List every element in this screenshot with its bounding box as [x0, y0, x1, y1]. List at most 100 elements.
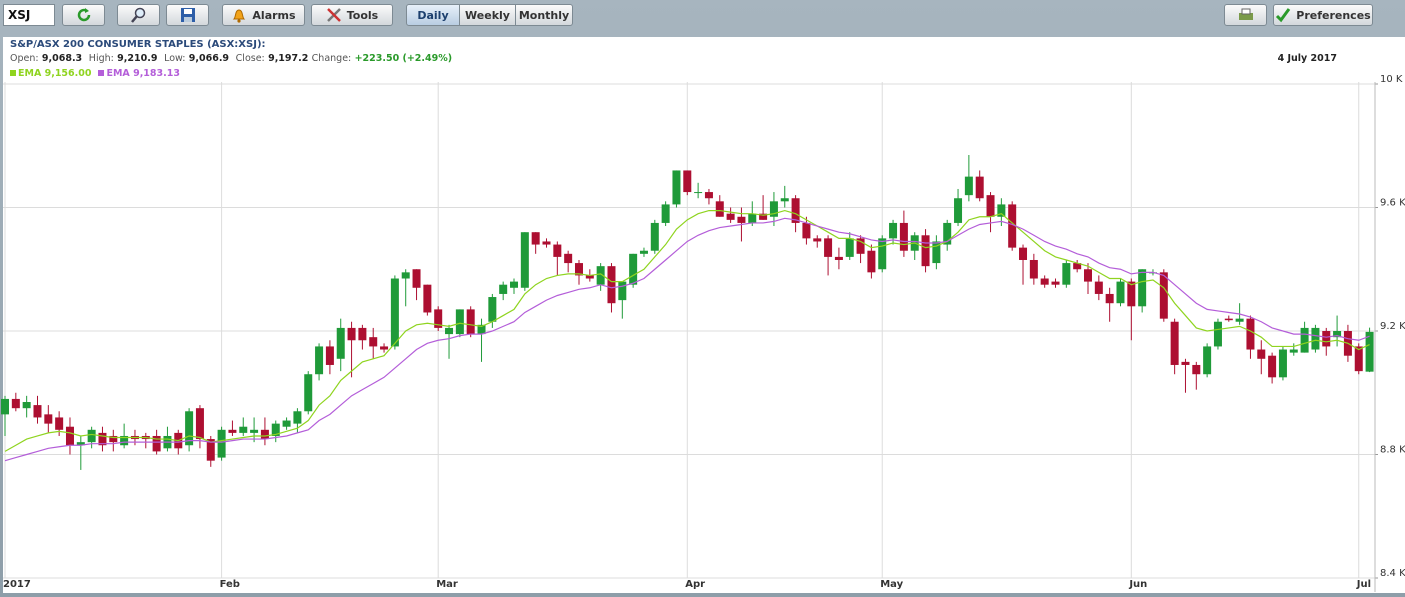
candle-body: [683, 170, 692, 193]
candle-body: [921, 235, 930, 267]
date: 4 July 2017: [1277, 53, 1337, 64]
candle-body: [390, 278, 399, 347]
candle-body: [1354, 346, 1363, 372]
candle-body: [845, 238, 854, 257]
legend-item: EMA 9,156.00: [10, 68, 91, 79]
candle-body: [943, 222, 952, 245]
candle-body: [1138, 269, 1147, 307]
candle-body: [466, 309, 475, 335]
candle-body: [455, 309, 464, 335]
low-value: 9,066.9: [188, 53, 230, 64]
candle-body: [607, 266, 616, 304]
candle-body: [813, 238, 822, 242]
open-value: 9,068.3: [41, 53, 83, 64]
candle-body: [401, 272, 410, 279]
candle-body: [336, 327, 345, 359]
candle-body: [1029, 259, 1038, 279]
candle-body: [1062, 263, 1071, 285]
y-tick-label: 8.4 K: [1380, 568, 1405, 579]
close-value: 9,197.2: [268, 53, 309, 64]
candle-body: [726, 213, 735, 220]
x-tick-label: Jul: [1356, 579, 1371, 590]
candle-body: [618, 281, 627, 301]
candle-body: [1181, 361, 1190, 365]
y-tick-label: 9.2 K: [1380, 321, 1405, 332]
save-button[interactable]: [166, 4, 209, 26]
candle-body: [1246, 318, 1255, 350]
candle-body: [55, 417, 64, 430]
print-icon: [1238, 8, 1253, 20]
daily-tab[interactable]: Daily: [406, 4, 460, 26]
ema-line: [4, 209, 1370, 452]
change-label: Change:: [311, 53, 352, 64]
candle-body: [780, 198, 789, 202]
candle-body: [206, 439, 215, 461]
preferences-button[interactable]: Preferences: [1273, 4, 1373, 26]
candle-body: [1019, 247, 1028, 260]
x-tick-label: Jun: [1128, 579, 1147, 590]
candle-body: [748, 213, 757, 223]
print-button[interactable]: [1224, 4, 1267, 26]
candle-body: [520, 232, 529, 288]
ema-line: [4, 217, 1370, 462]
alarms-button[interactable]: Alarms: [222, 4, 305, 26]
candle-body: [499, 284, 508, 294]
candle-body: [769, 201, 778, 217]
candle-body: [1084, 269, 1092, 282]
x-tick-label: May: [880, 579, 903, 590]
candle-body: [1278, 349, 1287, 378]
candle-body: [33, 405, 42, 418]
candle-body: [574, 263, 583, 276]
check-icon: [1276, 8, 1291, 23]
candle-body: [11, 398, 20, 409]
candle-body: [1365, 331, 1374, 372]
candle-body: [629, 253, 638, 285]
alarms-label: Alarms: [252, 8, 296, 22]
candle-body: [22, 402, 31, 409]
symbol-input[interactable]: XSJ: [3, 4, 55, 26]
chart-title: S&P/ASX 200 CONSUMER STAPLES (ASX:XSJ):: [10, 39, 266, 50]
candle-body: [239, 426, 248, 433]
candle-body: [824, 238, 833, 257]
candle-body: [954, 198, 963, 223]
candle-body: [87, 429, 96, 443]
candle-body: [1094, 281, 1103, 294]
candle-body: [1105, 293, 1114, 304]
candle-body: [510, 281, 519, 288]
candle-body: [564, 253, 573, 264]
low-label: Low:: [164, 53, 186, 64]
candle-body: [531, 232, 540, 245]
refresh-button[interactable]: [62, 4, 105, 26]
candle-body: [1289, 349, 1298, 353]
tools-button[interactable]: Tools: [311, 4, 393, 26]
candle-body: [997, 204, 1006, 217]
close-label: Close:: [235, 53, 265, 64]
candle-body: [650, 222, 659, 251]
candle-body: [304, 374, 313, 412]
change-value: +223.50 (+2.49%): [354, 53, 453, 64]
candle-body: [585, 275, 594, 279]
candle-body: [672, 170, 681, 205]
monthly-tab[interactable]: Monthly: [515, 4, 573, 26]
candle-body: [1257, 349, 1266, 359]
x-tick-label: Feb: [220, 579, 240, 590]
candle-body: [867, 250, 876, 273]
candle-body: [1170, 321, 1179, 365]
weekly-tab[interactable]: Weekly: [459, 4, 516, 26]
candle-body: [791, 198, 800, 223]
candle-body: [1213, 321, 1222, 347]
legend-item: EMA 9,183.13: [98, 68, 180, 79]
high-label: High:: [88, 53, 114, 64]
ohlc-line: Open: 9,068.3 High: 9,210.9 Low: 9,066.9…: [10, 53, 452, 64]
candle-body: [986, 195, 995, 217]
candle-body: [369, 337, 378, 347]
search-button[interactable]: [117, 4, 160, 26]
chart-panel: [3, 37, 1405, 593]
candle-body: [1008, 204, 1017, 248]
candle-body: [185, 411, 194, 446]
y-tick-label: 9.6 K: [1380, 198, 1405, 209]
candle-body: [878, 238, 887, 270]
candle-body: [1322, 331, 1331, 347]
candle-body: [347, 327, 356, 341]
candle-body: [76, 442, 85, 446]
